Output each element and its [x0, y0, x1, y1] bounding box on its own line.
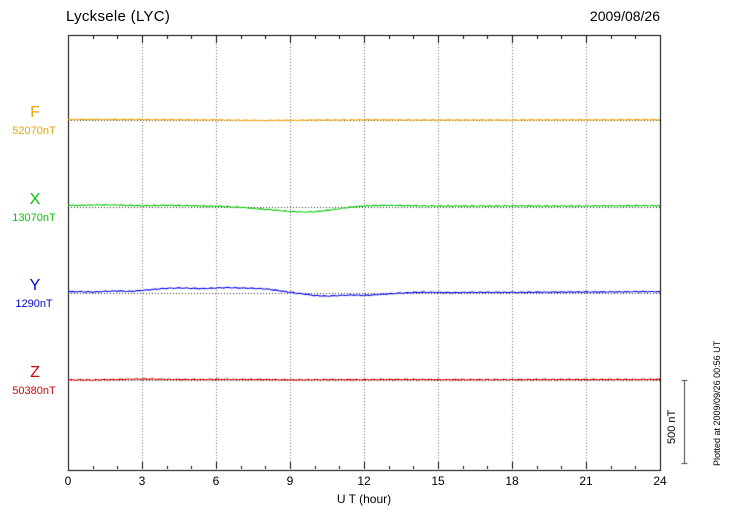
- x-axis-label: U T (hour): [0, 492, 728, 506]
- date-label: 2009/08/26: [589, 8, 660, 24]
- series-baseline-x: 13070nT: [12, 212, 56, 224]
- x-tick-label: 15: [431, 474, 445, 488]
- plotted-at-label: Plotted at 2009/09/26 00:56 UT: [712, 340, 722, 466]
- page-title: Lycksele (LYC): [66, 8, 171, 25]
- x-tick-label: 21: [579, 474, 593, 488]
- x-tick-label: 9: [286, 474, 294, 488]
- series-baseline-z: 50380nT: [12, 385, 56, 397]
- series-label-z: Z: [30, 364, 40, 381]
- x-tick-label: 6: [212, 474, 220, 488]
- x-tick-label: 24: [653, 474, 667, 488]
- series-label-f: F: [30, 104, 40, 121]
- x-tick-label: 0: [64, 474, 72, 488]
- scalebar-label: 500 nT: [666, 409, 678, 444]
- series-label-x: X: [29, 191, 41, 208]
- series-baseline-f: 52070nT: [12, 125, 56, 137]
- series-baseline-y: 1290nT: [15, 298, 53, 310]
- x-tick-label: 3: [138, 474, 146, 488]
- series-label-y: Y: [29, 277, 41, 294]
- x-axis-label-text: U T (hour): [336, 492, 392, 506]
- x-tick-label: 12: [357, 474, 371, 488]
- x-tick-label: 18: [505, 474, 519, 488]
